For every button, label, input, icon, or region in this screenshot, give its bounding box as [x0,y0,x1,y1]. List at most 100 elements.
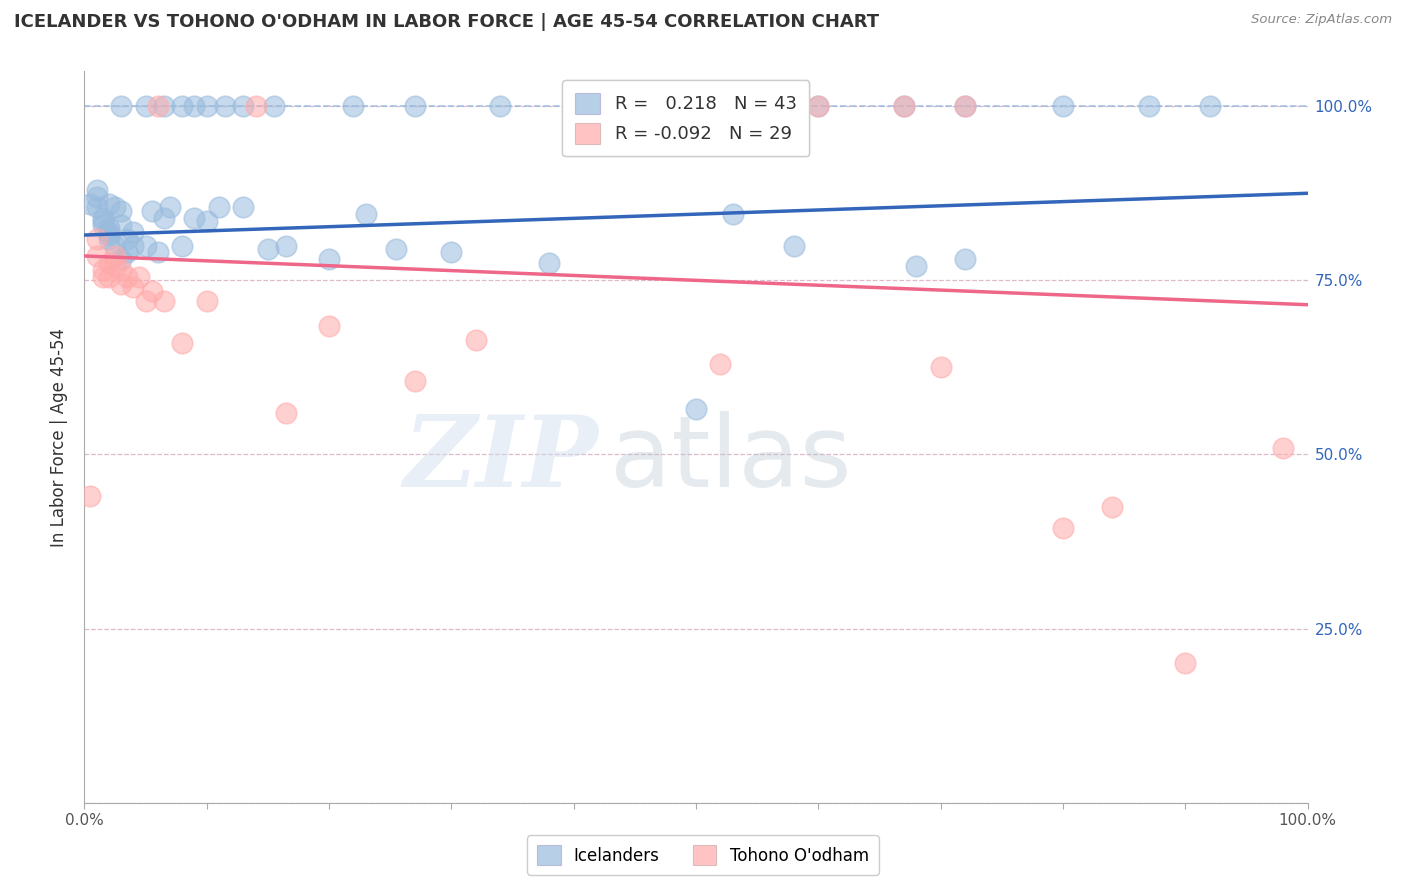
Point [1198,99,1220,113]
Point [146,245,169,260]
Text: ICELANDER VS TOHONO O'ODHAM IN LABOR FORCE | AGE 45-54 CORRELATION CHART: ICELANDER VS TOHONO O'ODHAM IN LABOR FOR… [14,13,879,31]
Point [110,99,132,113]
Point [97,231,120,245]
Point [385,242,408,256]
Point [153,211,176,225]
Point [721,207,744,221]
Point [953,252,976,267]
Point [153,99,176,113]
Point [97,221,120,235]
Point [1174,657,1197,671]
Legend: R =   0.218   N = 43, R = -0.092   N = 29: R = 0.218 N = 43, R = -0.092 N = 29 [562,80,810,156]
Point [91,211,114,225]
Point [122,280,145,294]
Point [97,225,120,239]
Point [135,99,157,113]
Point [135,238,157,252]
Point [172,99,194,113]
Point [91,214,114,228]
Point [104,200,127,214]
Point [86,200,108,214]
Point [97,196,120,211]
Point [953,99,976,113]
Point [122,238,145,252]
Point [929,360,952,375]
Point [104,238,127,252]
Point [172,238,194,252]
Point [276,238,298,252]
Point [1101,500,1123,514]
Point [440,245,463,260]
Point [115,231,138,245]
Point [195,99,218,113]
Point [263,99,285,113]
Point [128,269,150,284]
Point [79,196,101,211]
Point [276,406,298,420]
Point [91,263,114,277]
Point [91,218,114,232]
Point [1052,99,1074,113]
Point [91,269,114,284]
Point [905,260,928,274]
Point [110,218,132,232]
Point [214,99,236,113]
Point [232,99,254,113]
Point [86,190,108,204]
Point [404,99,426,113]
Point [354,207,377,221]
Point [685,402,707,417]
Point [110,252,132,267]
Point [104,260,127,274]
Point [464,333,486,347]
Point [110,203,132,218]
Point [953,99,976,113]
Point [97,228,120,243]
Point [115,245,138,260]
Point [232,200,254,214]
Point [318,318,340,333]
Point [208,200,231,214]
Point [1272,441,1295,455]
Point [893,99,915,113]
Point [807,99,830,113]
Point [141,284,163,298]
Text: ZIP: ZIP [404,411,598,508]
Legend: Icelanders, Tohono O'odham: Icelanders, Tohono O'odham [527,836,879,875]
Point [257,242,280,256]
Point [97,256,120,270]
Point [342,99,364,113]
Point [146,99,169,113]
Point [709,357,731,371]
Point [141,203,163,218]
Point [538,256,561,270]
Point [86,231,108,245]
Point [153,294,176,309]
Point [115,269,138,284]
Point [783,238,806,252]
Point [159,200,181,214]
Text: atlas: atlas [610,410,852,508]
Point [489,99,512,113]
Y-axis label: In Labor Force | Age 45-54: In Labor Force | Age 45-54 [51,327,69,547]
Point [195,214,218,228]
Point [110,277,132,291]
Point [135,294,157,309]
Point [86,249,108,263]
Point [97,269,120,284]
Point [807,99,830,113]
Point [183,211,205,225]
Point [1137,99,1160,113]
Point [79,489,101,503]
Point [245,99,267,113]
Point [183,99,205,113]
Point [404,375,426,389]
Point [104,249,127,263]
Point [86,183,108,197]
Point [1052,521,1074,535]
Point [172,336,194,351]
Point [195,294,218,309]
Point [318,252,340,267]
Point [893,99,915,113]
Point [110,263,132,277]
